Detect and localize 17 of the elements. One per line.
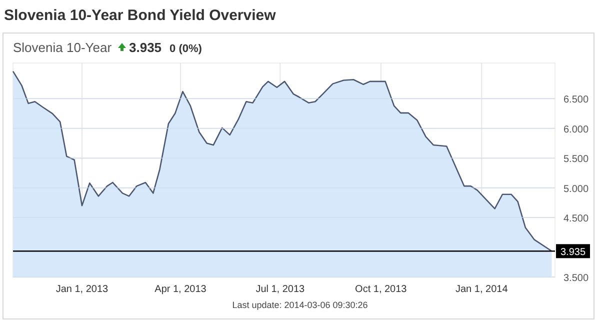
chart-subtitle: Slovenia 10-Year	[13, 40, 112, 55]
text: 0 (0%)	[170, 43, 202, 55]
text: 3.935	[129, 40, 162, 55]
x-tick-label: Oct 1, 2013	[355, 284, 408, 295]
x-tick-label: Apr 1, 2013	[154, 284, 207, 295]
y-tick-label: 5.000	[563, 184, 589, 195]
y-tick-label: 3.500	[563, 273, 589, 284]
y-tick-label: 6.000	[563, 124, 589, 136]
chart-title: Slovenia 10-Year Bond Yield Overview	[4, 7, 276, 24]
y-tick-label: 4.500	[563, 214, 589, 225]
ref-line-label: 3.935	[560, 247, 586, 258]
x-tick-label: Jan 1, 2014	[456, 284, 508, 295]
text: Last update: 2014-03-06 09:30:26	[232, 300, 368, 310]
y-tick-label: 6.500	[563, 94, 589, 106]
x-tick-label: Jan 1, 2013	[56, 284, 109, 295]
x-tick-label: Jul 1, 2013	[256, 284, 306, 295]
y-tick-label: 5.500	[563, 154, 589, 166]
